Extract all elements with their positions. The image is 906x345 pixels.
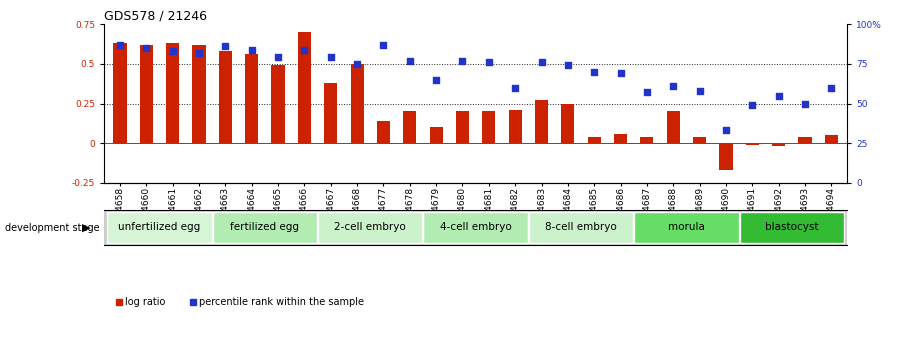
Bar — [634, 212, 738, 243]
Point — [245, 47, 259, 52]
Point — [297, 47, 312, 52]
Point — [535, 59, 549, 65]
Point — [640, 90, 654, 95]
Point — [455, 58, 469, 63]
Bar — [213, 212, 317, 243]
Text: blastocyst: blastocyst — [765, 222, 818, 232]
Text: 2-cell embryo: 2-cell embryo — [334, 222, 406, 232]
Point — [797, 101, 812, 106]
Text: morula: morula — [668, 222, 705, 232]
Bar — [429, 127, 443, 143]
Text: fertilized egg: fertilized egg — [230, 222, 299, 232]
Bar — [318, 212, 422, 243]
Bar — [423, 212, 528, 243]
Bar — [667, 111, 680, 143]
Bar — [113, 43, 127, 143]
Point — [350, 61, 364, 67]
Bar — [588, 137, 601, 143]
Bar — [641, 137, 653, 143]
Bar — [529, 212, 633, 243]
Point — [692, 88, 707, 93]
Bar — [377, 121, 390, 143]
Bar — [166, 43, 179, 143]
Point — [323, 55, 338, 60]
Bar — [693, 137, 706, 143]
Point — [140, 45, 154, 51]
Bar — [798, 137, 812, 143]
Text: GDS578 / 21246: GDS578 / 21246 — [104, 10, 207, 23]
Text: percentile rank within the sample: percentile rank within the sample — [199, 297, 364, 307]
Point — [587, 69, 602, 75]
Bar — [482, 111, 496, 143]
Text: 8-cell embryo: 8-cell embryo — [545, 222, 617, 232]
Bar — [107, 212, 212, 243]
Bar — [246, 54, 258, 143]
Point — [376, 42, 390, 48]
Point — [218, 43, 233, 49]
Point — [718, 128, 733, 133]
Bar — [456, 111, 469, 143]
Bar — [739, 212, 844, 243]
Bar — [535, 100, 548, 143]
Point — [271, 55, 285, 60]
Point — [429, 77, 443, 82]
Point — [402, 58, 417, 63]
Bar — [772, 143, 786, 146]
Bar — [403, 111, 417, 143]
Bar — [218, 51, 232, 143]
Text: ▶: ▶ — [82, 223, 91, 233]
Point — [613, 71, 628, 76]
Bar — [746, 143, 759, 145]
Bar — [298, 32, 311, 143]
Text: 4-cell embryo: 4-cell embryo — [439, 222, 512, 232]
Point — [508, 85, 523, 90]
Point — [745, 102, 759, 108]
Bar — [272, 66, 284, 143]
Bar — [192, 45, 206, 143]
Bar — [324, 83, 337, 143]
Bar — [351, 64, 363, 143]
Bar — [614, 134, 627, 143]
Point — [482, 59, 496, 65]
Bar — [562, 104, 574, 143]
Point — [166, 48, 180, 54]
Text: development stage: development stage — [5, 223, 99, 233]
Bar — [140, 45, 153, 143]
Point — [824, 85, 839, 90]
Point — [192, 50, 207, 56]
Point — [112, 42, 127, 48]
Point — [666, 83, 680, 89]
Bar — [824, 135, 838, 143]
Bar — [719, 143, 733, 170]
Point — [771, 93, 786, 98]
Bar — [508, 110, 522, 143]
Text: unfertilized egg: unfertilized egg — [119, 222, 200, 232]
Point — [561, 63, 575, 68]
Text: log ratio: log ratio — [125, 297, 166, 307]
